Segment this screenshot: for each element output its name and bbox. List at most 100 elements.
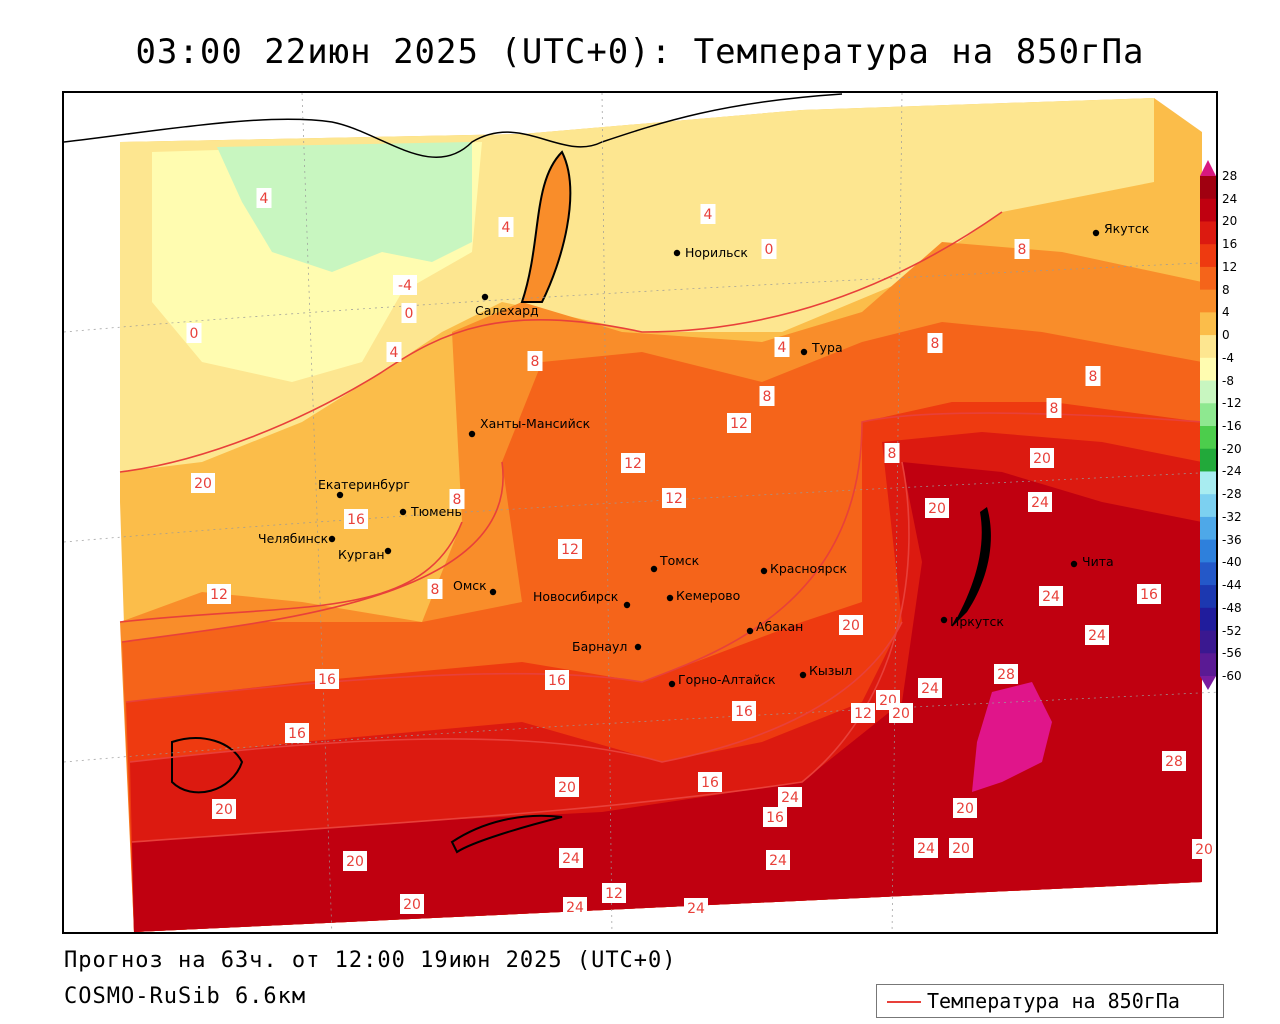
city-label: Красноярск: [770, 561, 847, 576]
contour-label: 16: [315, 669, 339, 689]
contour-label: 8: [1014, 239, 1030, 259]
svg-text:20: 20: [403, 897, 421, 913]
svg-text:12: 12: [854, 706, 872, 722]
colorbar-segment: [1200, 653, 1216, 677]
svg-text:12: 12: [605, 886, 623, 902]
svg-text:8: 8: [1089, 369, 1098, 385]
city-label: Челябинск: [258, 531, 329, 546]
city-label: Салехард: [475, 303, 539, 318]
city-marker: [940, 616, 948, 624]
colorbar: [1200, 160, 1216, 690]
colorbar-segment: [1200, 426, 1216, 450]
zone-minus-8-to-minus-4: [217, 142, 472, 272]
contour-label: 24: [918, 678, 942, 698]
city-label: Чита: [1082, 554, 1114, 569]
svg-text:8: 8: [453, 492, 462, 508]
contour-label: 16: [1137, 584, 1161, 604]
colorbar-segment: [1200, 266, 1216, 291]
caspian-coast: [171, 737, 244, 794]
contour-label: 24: [778, 787, 802, 807]
colorbar-tick-label: -56: [1222, 646, 1242, 661]
contour-label: 24: [914, 838, 938, 858]
svg-text:16: 16: [701, 775, 719, 791]
svg-text:4: 4: [390, 345, 399, 361]
svg-text:24: 24: [1031, 495, 1049, 511]
colorbar-tick-label: -40: [1222, 555, 1242, 570]
colorbar-segment: [1200, 585, 1216, 609]
contour-label: 24: [684, 898, 708, 918]
colorbar-tick-label: -60: [1222, 669, 1242, 683]
colorbar-max-arrow: [1200, 160, 1216, 176]
city-marker: [799, 671, 807, 679]
svg-text:8: 8: [888, 446, 897, 462]
city-layer: Норильск Якутск Салехард Тура Ханты-Мансийск…: [258, 221, 1150, 688]
city-marker: [328, 535, 336, 543]
contour-label: 8: [1085, 366, 1101, 386]
svg-text:20: 20: [215, 802, 233, 818]
svg-text:24: 24: [781, 790, 799, 806]
svg-text:4: 4: [704, 207, 713, 223]
map-title: 03:00 22июн 2025 (UTC+0): Температура на…: [135, 32, 1145, 72]
colorbar-tick-label: -36: [1222, 532, 1242, 547]
contour-label: 16: [344, 509, 368, 529]
city-marker: [673, 249, 681, 257]
colorbar-tick-label: -16: [1222, 419, 1242, 433]
contour-label: 4: [774, 337, 790, 357]
colorbar-segment: [1200, 607, 1216, 632]
colorbar-segment: [1200, 403, 1216, 427]
svg-text:12: 12: [730, 416, 748, 432]
svg-text:24: 24: [1042, 589, 1060, 605]
yamal-peninsula: [520, 150, 572, 303]
svg-text:24: 24: [921, 681, 939, 697]
colorbar-tick-label: -32: [1222, 509, 1242, 524]
city-marker: [666, 594, 674, 602]
svg-text:20: 20: [952, 841, 970, 857]
svg-text:16: 16: [548, 673, 566, 689]
colorbar-tick-label: 20: [1222, 214, 1238, 229]
contour-label: 12: [558, 539, 582, 559]
svg-text:16: 16: [766, 810, 784, 826]
city-label: Кемерово: [676, 588, 740, 603]
city-label: Горно-Алтайск: [678, 672, 776, 687]
contour-label: 20: [191, 473, 215, 493]
contour-label: 24: [559, 848, 583, 868]
contour-label: 8: [1046, 398, 1062, 418]
city-label: Томск: [659, 553, 700, 568]
city-label: Иркутск: [950, 614, 1004, 629]
colorbar-segment: [1200, 244, 1216, 268]
contour-label: 28: [1162, 751, 1186, 771]
city-marker: [468, 430, 476, 438]
colorbar-tick-label: -52: [1222, 623, 1242, 638]
svg-text:0: 0: [765, 242, 774, 258]
balkhash-lake: [450, 814, 563, 854]
svg-text:20: 20: [194, 476, 212, 492]
city-marker: [800, 348, 808, 356]
contour-label: 0: [761, 239, 777, 259]
model-info: COSMO-RuSib 6.6км: [64, 984, 307, 1009]
contour-label: -4: [393, 275, 417, 295]
contour-label: 12: [621, 453, 645, 473]
svg-text:20: 20: [928, 501, 946, 517]
contour-label: 0: [186, 323, 202, 343]
svg-text:16: 16: [735, 704, 753, 720]
svg-text:20: 20: [1195, 842, 1213, 858]
colorbar-tick-label: 12: [1222, 259, 1238, 274]
svg-text:24: 24: [769, 853, 787, 869]
contour-label: 24: [563, 897, 587, 917]
colorbar-tick-label: -44: [1222, 578, 1242, 593]
contour-label: 24: [1039, 586, 1063, 606]
zone-24-to-28: [132, 462, 1202, 932]
svg-text:8: 8: [531, 354, 540, 370]
legend: Температура на 850гПа: [876, 984, 1224, 1018]
svg-text:24: 24: [566, 900, 584, 916]
city-label: Курган: [338, 547, 385, 562]
contour-label: 4: [256, 188, 272, 208]
svg-text:28: 28: [997, 667, 1015, 683]
svg-text:16: 16: [288, 726, 306, 742]
city-marker: [623, 601, 631, 609]
city-marker: [336, 491, 344, 499]
contour-label: 16: [285, 723, 309, 743]
city-label: Барнаул: [572, 639, 627, 654]
colorbar-tick-label: -28: [1222, 487, 1242, 502]
city-marker: [746, 627, 754, 635]
